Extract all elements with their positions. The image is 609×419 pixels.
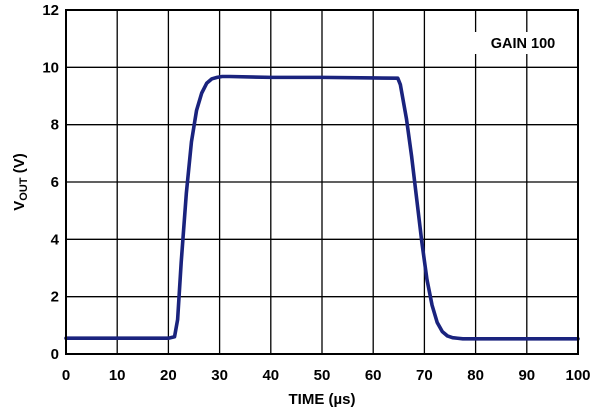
x-tick-label: 30 [211, 367, 228, 384]
x-tick-label: 10 [109, 367, 126, 384]
y-tick-labels: 0 2 4 6 8 10 12 [42, 2, 59, 363]
y-axis-label-subscript: OUT [18, 177, 30, 201]
y-axis-label-main: V [11, 201, 28, 211]
y-tick-label: 2 [51, 289, 59, 306]
grid [65, 9, 579, 355]
y-tick-label: 12 [42, 2, 59, 19]
series-line [64, 74, 580, 341]
x-axis-label: TIME (µs) [289, 391, 356, 408]
y-axis-label: VOUT (V) [11, 153, 30, 210]
annotation-label: GAIN 100 [491, 36, 555, 52]
annotation-box: GAIN 100 [472, 32, 574, 54]
x-tick-label: 90 [518, 367, 535, 384]
x-tick-label: 80 [467, 367, 484, 384]
x-tick-label: 0 [62, 367, 70, 384]
x-tick-label: 20 [160, 367, 177, 384]
x-tick-labels: 0 10 20 30 40 50 60 70 80 90 100 [62, 367, 591, 384]
annotation-background [472, 32, 574, 54]
y-tick-label: 10 [42, 59, 59, 76]
plot-frame [65, 9, 579, 355]
x-tick-label: 40 [262, 367, 279, 384]
series-layer [64, 74, 580, 341]
x-tick-label: 70 [416, 367, 433, 384]
y-tick-label: 0 [51, 346, 59, 363]
y-tick-label: 8 [51, 117, 59, 134]
y-tick-label: 4 [51, 231, 60, 248]
x-tick-label: 100 [565, 367, 590, 384]
x-tick-label: 60 [365, 367, 382, 384]
y-tick-label: 6 [51, 174, 59, 191]
x-tick-label: 50 [314, 367, 331, 384]
y-axis-label-unit: (V) [11, 153, 28, 177]
